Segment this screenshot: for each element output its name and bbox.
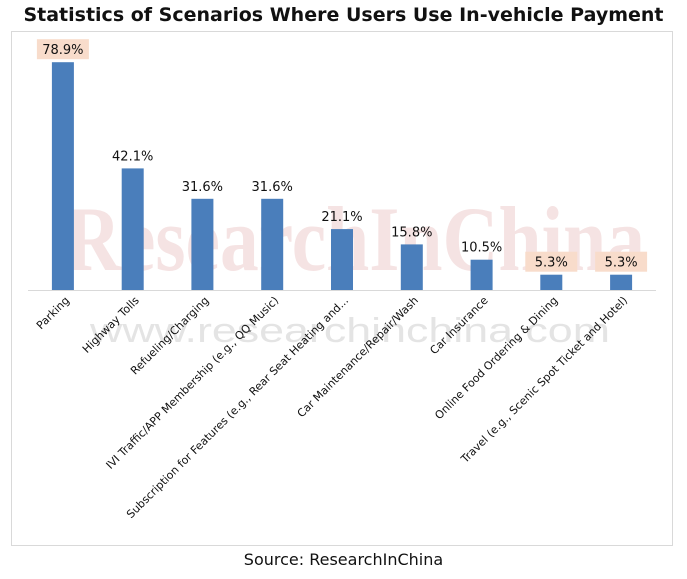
category-label: Parking xyxy=(34,294,72,332)
bar xyxy=(121,168,144,290)
data-label: 10.5% xyxy=(461,241,502,256)
source-note: Source: ResearchInChina xyxy=(243,550,444,569)
data-label: 5.3% xyxy=(605,256,638,271)
watermark-big: ResearchInChina xyxy=(65,188,645,290)
bar xyxy=(470,259,493,290)
data-label-highlight xyxy=(595,251,648,272)
watermark: ResearchInChina www.researchinchina.com xyxy=(65,188,645,350)
bars xyxy=(51,62,633,291)
chart-title: Statistics of Scenarios Where Users Use … xyxy=(23,4,664,26)
data-label-highlight xyxy=(525,251,578,272)
data-label: 21.1% xyxy=(321,210,362,225)
data-label: 31.6% xyxy=(252,180,293,195)
bar xyxy=(400,244,423,290)
bar xyxy=(610,274,633,290)
bar xyxy=(331,229,353,290)
bar xyxy=(191,198,214,290)
watermark-small: www.researchinchina.com xyxy=(89,312,610,350)
data-label: 15.8% xyxy=(391,225,432,240)
bar xyxy=(261,198,284,290)
data-label: 78.9% xyxy=(42,43,83,58)
bar xyxy=(540,274,563,290)
data-label: 5.3% xyxy=(535,256,568,271)
data-labels: 78.9% 42.1% 31.6% 31.6% 21.1% 15.8% 10.5% 5.3% 5… xyxy=(36,39,648,272)
data-label: 42.1% xyxy=(112,149,153,164)
data-label-highlight xyxy=(36,39,89,60)
bar xyxy=(51,62,74,291)
data-label: 31.6% xyxy=(182,180,223,195)
